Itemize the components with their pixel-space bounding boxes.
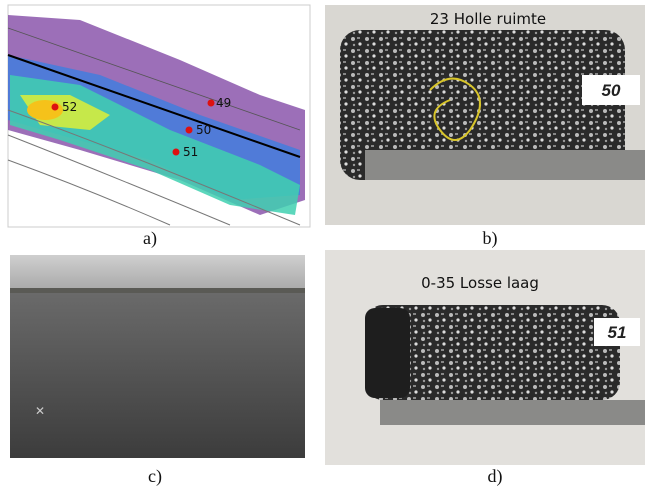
panel-label: c) xyxy=(148,466,162,487)
panel-a: 52 49 50 51 a) xyxy=(8,5,310,249)
photo-caption: 23 Holle ruimte xyxy=(430,10,546,28)
panel-b: 50 23 Holle ruimte b) xyxy=(325,5,645,249)
core-marker xyxy=(173,149,180,156)
marker-label: 51 xyxy=(183,145,198,159)
ruler xyxy=(380,400,645,425)
panel-label: a) xyxy=(143,228,157,249)
ruler xyxy=(365,150,645,180)
asphalt xyxy=(10,293,305,458)
panel-label: d) xyxy=(488,466,503,487)
loose-layer xyxy=(365,308,410,398)
marker-label: 52 xyxy=(62,100,77,114)
tag-text: 50 xyxy=(602,81,621,100)
water xyxy=(10,255,305,290)
chalk-mark: ✕ xyxy=(35,404,45,418)
tag-text: 51 xyxy=(608,323,627,342)
core-marker xyxy=(186,127,193,134)
panel-label: b) xyxy=(483,228,498,249)
core-marker xyxy=(52,104,59,111)
marker-label: 50 xyxy=(196,123,211,137)
figure: 52 49 50 51 a) 50 23 Holle ruimte b) ✕ c… xyxy=(0,0,645,489)
core-marker xyxy=(208,100,215,107)
heatmap-band xyxy=(27,100,63,120)
panel-c: ✕ c) xyxy=(10,255,305,487)
shoreline xyxy=(10,288,305,293)
photo-caption: 0-35 Losse laag xyxy=(421,274,539,292)
panel-d: 51 0-35 Losse laag d) xyxy=(325,250,645,487)
marker-label: 49 xyxy=(216,96,231,110)
